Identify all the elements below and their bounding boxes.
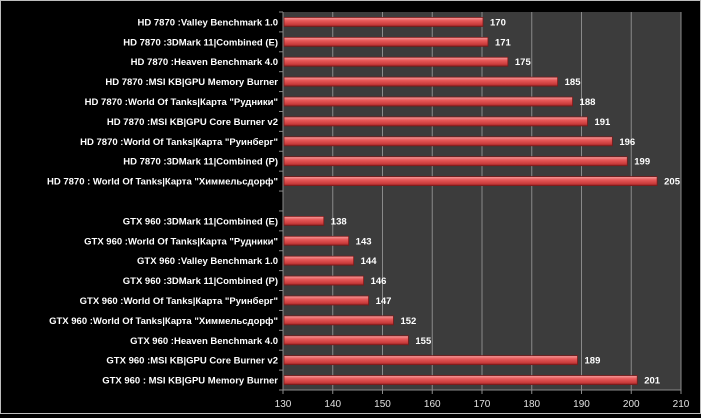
data-label: 147 [376, 296, 392, 307]
category-label: GTX 960 :3DMark 11|Combined (P) [123, 276, 278, 287]
data-label: 201 [644, 376, 661, 387]
bar [283, 17, 484, 27]
category-label: HD 7870 :MSI KB|GPU Memory Burner [105, 77, 278, 88]
bar [283, 156, 628, 167]
category-label: GTX 960 :Heaven Benchmark 4.0 [130, 336, 278, 347]
x-tick-label: 170 [474, 399, 491, 410]
bar [283, 315, 394, 326]
category-label: HD 7870 :MSI KB|GPU Core Burner v2 [107, 117, 278, 128]
data-label: 143 [356, 236, 372, 247]
data-label: 188 [580, 97, 596, 108]
bar [283, 176, 658, 187]
bar [283, 375, 638, 385]
category-label: GTX 960 :3DMark 11|Combined (E) [123, 216, 278, 227]
data-label: 196 [619, 137, 635, 148]
category-label: HD 7870 :3DMark 11|Combined (E) [123, 37, 278, 48]
x-tick-label: 140 [324, 399, 341, 410]
bar [283, 136, 613, 147]
category-label: GTX 960 :World Of Tanks|Карта "Химмельсд… [49, 316, 278, 327]
data-label: 146 [371, 276, 387, 287]
data-label: 185 [565, 77, 582, 88]
data-label: 191 [594, 117, 611, 128]
x-tick-label: 130 [275, 399, 292, 410]
x-tick-label: 160 [424, 399, 441, 410]
bar [283, 275, 364, 286]
data-label: 205 [664, 177, 681, 188]
category-label: HD 7870 :3DMark 11|Combined (P) [123, 157, 278, 168]
x-tick-label: 210 [673, 399, 690, 410]
category-label: GTX 960 :Valley Benchmark 1.0 [137, 256, 278, 267]
bar [283, 96, 573, 107]
bar [283, 255, 355, 266]
category-label: HD 7870 : World Of Tanks|Карта "Химмельс… [47, 177, 278, 188]
data-label: 152 [400, 316, 416, 327]
category-label: GTX 960 :World Of Tanks|Карта "Рудники" [84, 236, 278, 247]
category-label: GTX 960 :World Of Tanks|Карта "Руинберг" [80, 296, 278, 307]
bar [283, 36, 489, 47]
data-label: 138 [331, 216, 347, 227]
x-tick-label: 190 [573, 399, 590, 410]
category-label: HD 7870 :World Of Tanks|Карта "Руинберг" [80, 137, 278, 148]
data-label: 144 [361, 256, 378, 267]
bar [283, 76, 559, 87]
bar [283, 215, 325, 226]
category-label: HD 7870 :Heaven Benchmark 4.0 [131, 57, 278, 68]
bar [283, 355, 578, 366]
category-label: HD 7870 :World Of Tanks|Карта "Рудники" [85, 97, 278, 108]
category-label: GTX 960 :MSI KB|GPU Core Burner v2 [106, 356, 278, 367]
x-tick-label: 150 [374, 399, 391, 410]
x-tick-label: 180 [523, 399, 540, 410]
bar [283, 116, 588, 127]
bar [283, 235, 350, 246]
data-label: 171 [495, 37, 512, 48]
x-tick-label: 200 [623, 399, 640, 410]
data-label: 155 [415, 336, 432, 347]
data-label: 199 [634, 157, 650, 168]
data-label: 170 [490, 17, 506, 28]
bar [283, 56, 509, 67]
bar [283, 295, 369, 306]
bar [283, 335, 409, 346]
data-label: 175 [515, 57, 532, 68]
data-label: 189 [585, 356, 601, 367]
category-label: HD 7870 :Valley Benchmark 1.0 [138, 17, 278, 28]
category-label: GTX 960 : MSI KB|GPU Memory Burner [102, 376, 278, 387]
